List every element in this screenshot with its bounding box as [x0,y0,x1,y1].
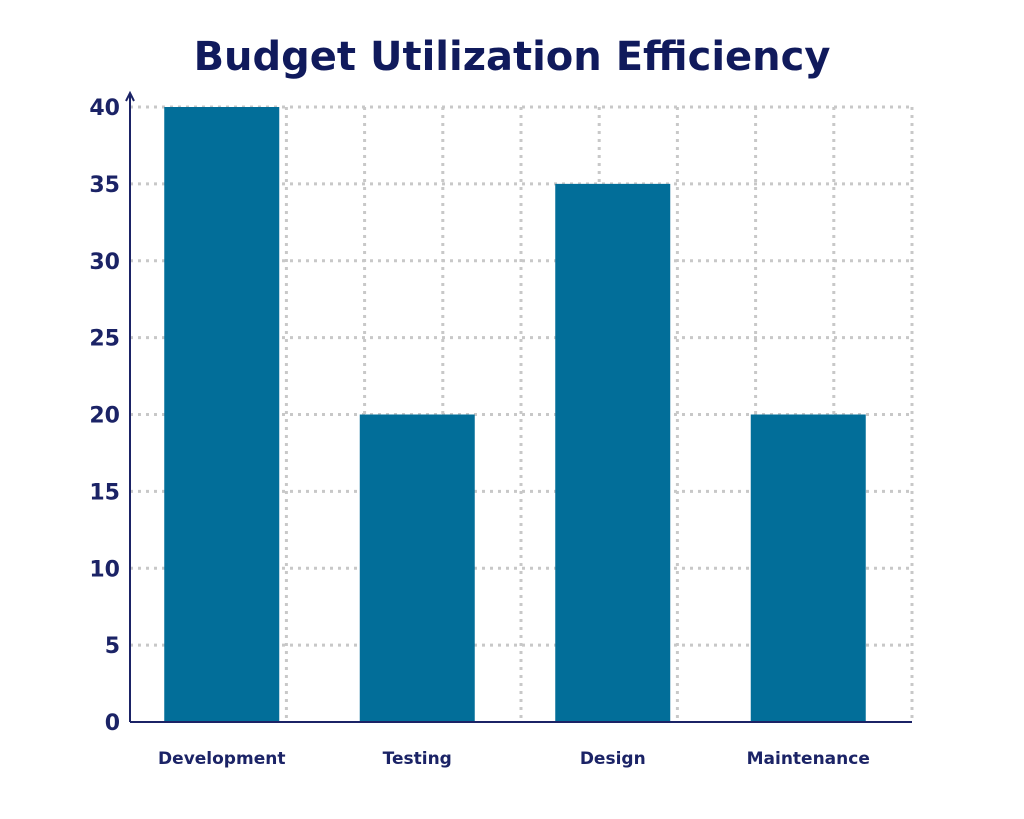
bar-maintenance [750,414,866,722]
y-tick-label: 15 [89,480,120,505]
y-tick-labels: 0 5 10 15 20 25 30 35 40 [89,96,120,736]
y-tick-label: 30 [89,250,120,275]
y-tick-label: 10 [89,557,120,582]
axes [125,90,912,723]
chart-title: Budget Utilization Efficiency [194,34,831,80]
x-tick-label: Testing [383,749,452,769]
bars [164,107,866,722]
y-tick-label: 35 [89,173,120,198]
y-tick-label: 0 [105,711,120,736]
x-tick-labels: Development Testing Design Maintenance [158,749,870,769]
y-tick-label: 20 [89,404,120,429]
y-tick-label: 5 [105,634,120,659]
y-axis-arrow-icon [125,90,135,102]
y-tick-label: 40 [89,96,120,121]
x-tick-label: Design [580,749,646,769]
bar-testing [359,414,475,722]
y-tick-label: 25 [89,327,120,352]
bar-development [164,107,280,722]
bar-design [555,183,671,722]
x-tick-label: Development [158,749,285,769]
x-tick-label: Maintenance [747,749,870,769]
